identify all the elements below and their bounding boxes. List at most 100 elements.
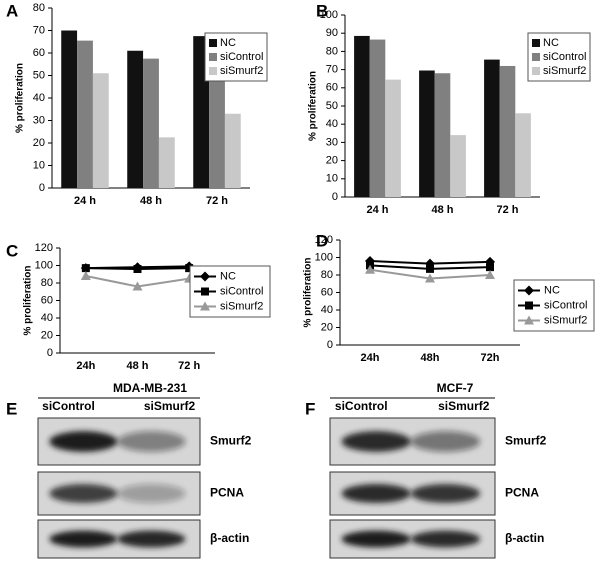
legend-label: NC [544,284,560,296]
marker [525,301,533,310]
panel-label: E [6,399,17,418]
x-tick-label: 72h [481,352,500,364]
x-tick-label: 72 h [496,204,518,216]
blot-band [341,484,411,503]
x-tick-label: 48 h [431,204,453,216]
y-tick-label: 40 [321,304,333,316]
y-tick-label: 70 [326,64,338,76]
blot-band [49,431,118,452]
blot-band [410,484,481,503]
marker [132,281,143,291]
x-tick-label: 72 h [206,195,228,207]
marker [81,264,90,273]
bar [484,59,500,198]
x-tick-label: 24h [361,352,380,364]
y-tick-label: 20 [41,329,53,341]
legend-label: siControl [543,51,586,63]
legend-swatch [209,53,217,61]
legend-label: siSmurf2 [544,314,587,326]
bar [127,50,144,188]
panel-label: B [316,1,328,20]
marker [425,273,435,283]
marker [524,315,534,325]
x-tick-label: 24 h [74,195,96,207]
legend-swatch [209,39,217,47]
legend-label: NC [220,270,236,282]
blot-band [117,431,186,452]
y-tick-label: 80 [41,277,53,289]
bar [434,73,451,197]
bar [354,35,370,198]
y-tick-label: 50 [326,100,338,112]
row-label: PCNA [505,486,539,500]
x-tick-label: 24h [76,360,95,372]
column-label: siSmurf2 [438,399,490,413]
y-tick-label: 40 [41,312,53,324]
blot-band [117,484,186,503]
marker [426,264,434,273]
y-tick-label: 100 [35,259,53,271]
column-label: siSmurf2 [144,399,196,413]
legend-label: siSmurf2 [543,65,586,77]
y-tick-label: 10 [33,159,45,171]
bar [499,65,516,198]
legend-label: NC [543,37,559,49]
panel-label: F [305,399,315,418]
blot-band [49,484,118,503]
marker [485,270,495,279]
marker [80,271,91,280]
legend-swatch [209,67,217,75]
y-tick-label: 100 [315,251,333,263]
x-tick-label: 24 h [366,204,388,216]
y-tick-label: 120 [315,234,333,246]
y-tick-label: 80 [33,2,45,14]
marker [201,287,209,296]
blot-title: MCF-7 [437,381,474,395]
y-tick-label: 60 [326,82,338,94]
y-axis-label: % proliferation [23,265,34,335]
bar [77,40,93,188]
bar [61,30,78,188]
bar [92,73,109,188]
y-tick-label: 20 [326,155,338,167]
y-tick-label: 80 [321,269,333,281]
bar [158,137,175,188]
bar [143,58,159,188]
y-tick-label: 60 [33,47,45,59]
y-tick-label: 40 [33,92,45,104]
x-tick-label: 48h [421,352,440,364]
bar [450,135,466,197]
column-label: siControl [335,399,388,413]
legend-label: siControl [220,285,263,297]
bar [369,39,386,197]
legend-swatch [532,53,540,61]
legend-label: siControl [220,51,263,63]
blot-band [117,530,186,548]
y-tick-label: 0 [47,347,53,359]
y-tick-label: 0 [327,339,333,351]
column-label: siControl [42,399,95,413]
row-label: Smurf2 [505,434,547,448]
marker [200,301,210,311]
legend-label: siSmurf2 [220,65,263,77]
legend-label: siSmurf2 [220,300,263,312]
x-tick-label: 48 h [140,195,162,207]
marker [133,265,142,273]
row-label: Smurf2 [210,434,252,448]
blot-band [341,431,411,452]
row-label: PCNA [210,486,244,500]
panel-label: D [316,231,328,250]
bar [515,113,531,197]
y-axis-label: % proliferation [303,257,314,327]
legend-label: siControl [544,299,587,311]
y-tick-label: 30 [326,136,338,148]
blot-band [410,431,481,452]
x-tick-label: 72 h [178,360,200,372]
marker [365,264,375,274]
row-label: β-actin [210,531,249,545]
y-tick-label: 60 [321,286,333,298]
x-tick-label: 48 h [126,360,148,372]
y-tick-label: 0 [332,191,338,203]
bar [224,113,241,188]
